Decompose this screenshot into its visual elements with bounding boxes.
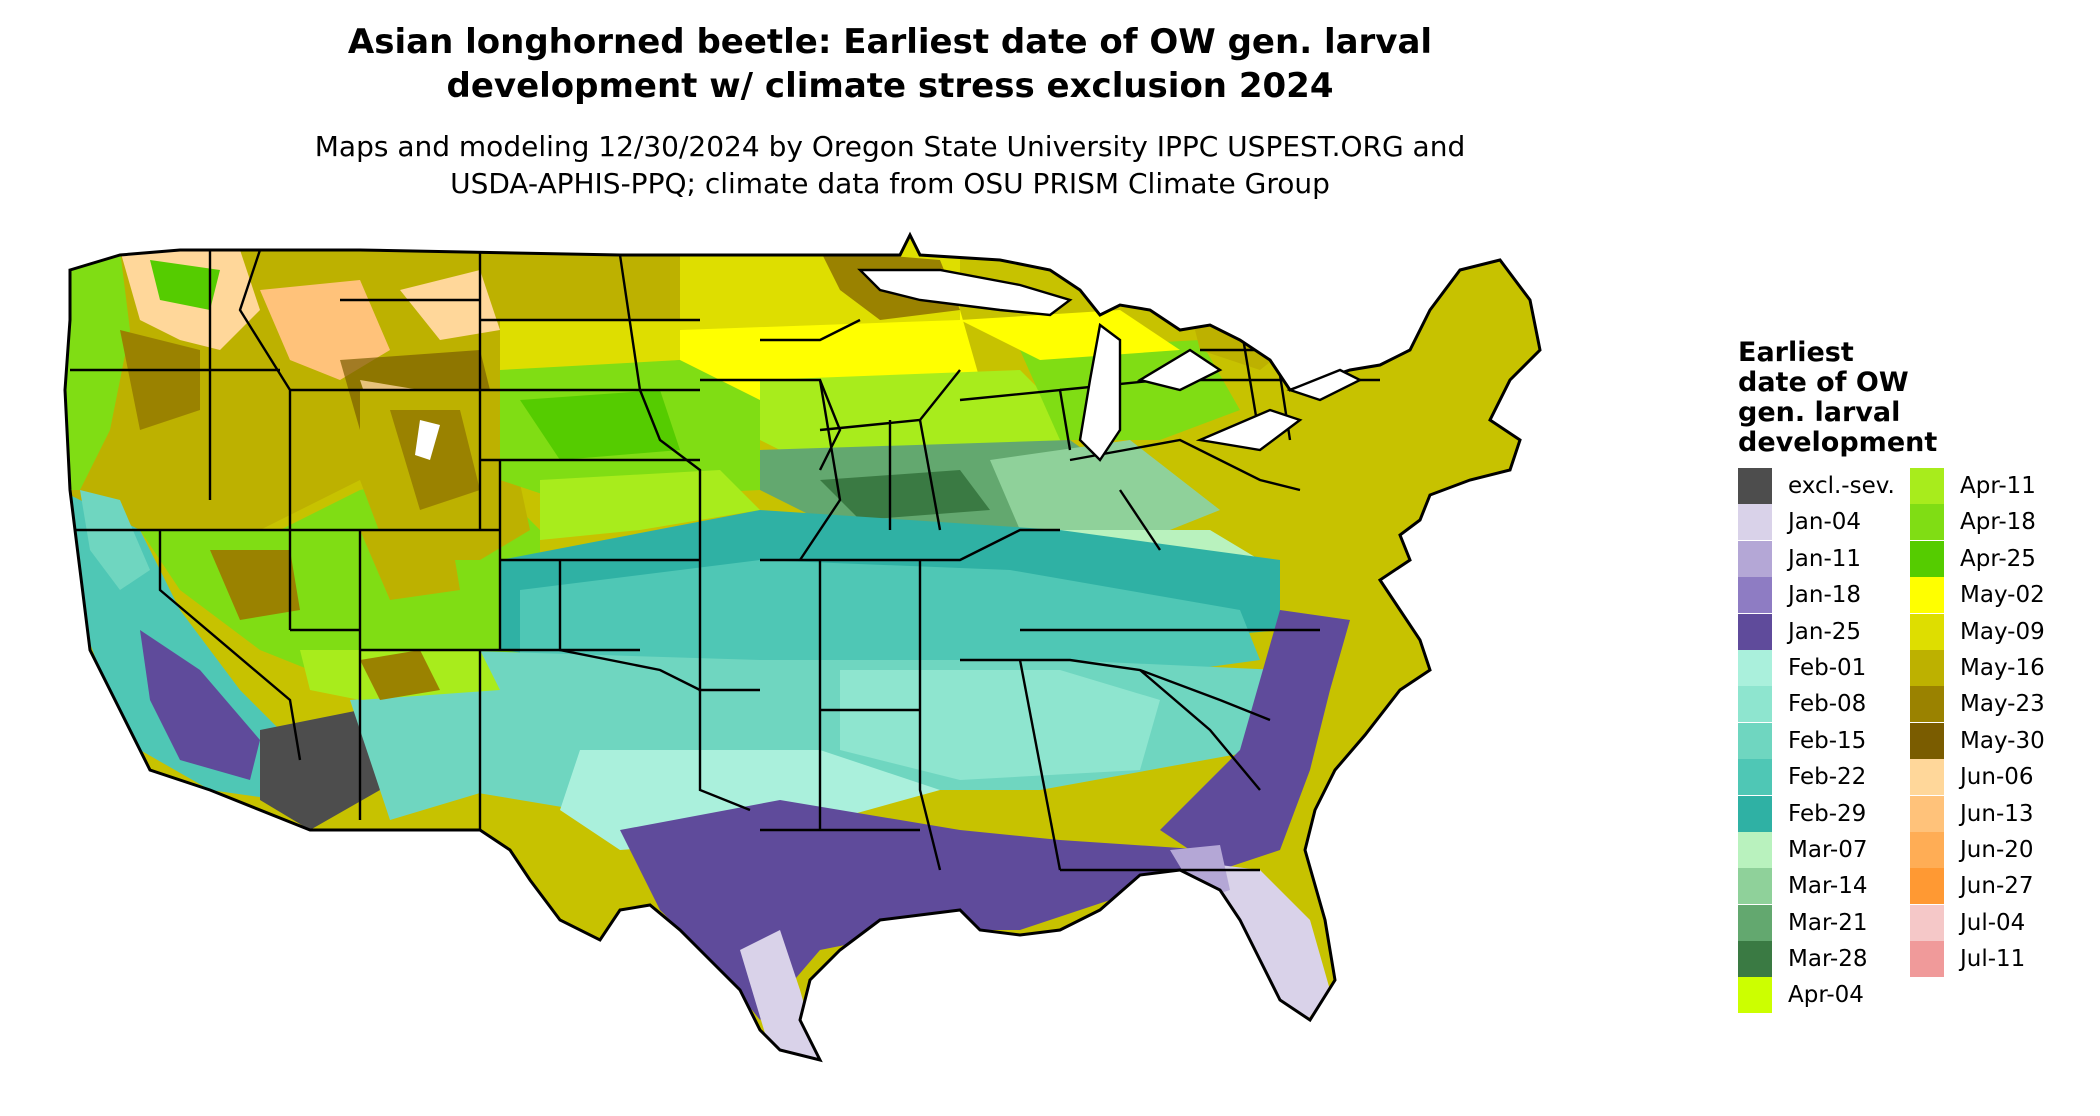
legend-label: Jun-13 — [1960, 800, 2034, 827]
legend-label: Jan-25 — [1788, 618, 1862, 645]
legend-label: May-02 — [1960, 582, 2045, 609]
legend-label: Mar-07 — [1788, 836, 1868, 863]
legend-label: Feb-29 — [1788, 800, 1867, 827]
legend-title-line: date of OW — [1738, 367, 1909, 398]
legend-label: Jan-11 — [1788, 545, 1862, 572]
legend-label: Apr-11 — [1960, 473, 2036, 499]
legend-title: Earliest date of OW gen. larval developm… — [1738, 338, 2088, 458]
legend-label: Apr-04 — [1788, 982, 1864, 1009]
legend-label: Feb-15 — [1788, 727, 1867, 754]
legend-swatch — [1738, 977, 1772, 1014]
legend-label: Jul-04 — [1960, 909, 2026, 936]
legend-label: Feb-01 — [1788, 654, 1867, 681]
legend: Earliest date of OW gen. larval developm… — [1738, 338, 2088, 1014]
legend-swatch — [1910, 795, 1944, 832]
legend-label: Jan-04 — [1788, 509, 1862, 536]
legend-label: Jun-27 — [1960, 873, 2034, 900]
us-map — [60, 230, 1630, 1110]
legend-label: Jul-11 — [1960, 946, 2026, 973]
legend-label: excl.-sev. — [1788, 473, 1895, 499]
legend-title-line: gen. larval — [1738, 397, 1901, 428]
map-subtitle: Maps and modeling 12/30/2024 by Oregon S… — [0, 128, 1780, 202]
legend-title-line: Earliest — [1738, 337, 1854, 368]
legend-swatch — [1910, 540, 1944, 577]
legend-swatch — [1910, 831, 1944, 868]
us-map-svg — [63, 231, 1542, 1063]
legend-swatch — [1738, 904, 1772, 941]
legend-swatch — [1738, 540, 1772, 577]
legend-label: Feb-08 — [1788, 691, 1867, 718]
legend-label: Feb-22 — [1788, 764, 1867, 791]
legend-label: Jan-18 — [1788, 582, 1862, 609]
legend-swatch — [1738, 759, 1772, 796]
legend-swatch — [1910, 613, 1944, 650]
title-line-1: Asian longhorned beetle: Earliest date o… — [347, 22, 1433, 62]
legend-label: Jun-06 — [1960, 764, 2034, 791]
great-lakes — [857, 268, 1363, 462]
legend-label: Jun-20 — [1960, 836, 2034, 863]
legend-label: Mar-14 — [1788, 873, 1868, 900]
legend-swatch — [1910, 577, 1944, 614]
legend-label: May-23 — [1960, 691, 2045, 718]
subtitle-line-1: Maps and modeling 12/30/2024 by Oregon S… — [314, 130, 1466, 163]
legend-swatch — [1738, 941, 1772, 978]
legend-swatch — [1738, 613, 1772, 650]
legend-label: Mar-28 — [1788, 946, 1868, 973]
legend-swatch — [1910, 468, 1944, 504]
state-boundaries — [65, 249, 1380, 872]
legend-swatch — [1738, 686, 1772, 723]
legend-swatch — [1910, 904, 1944, 941]
legend-swatch — [1738, 795, 1772, 832]
subtitle-line-2: USDA-APHIS-PPQ; climate data from OSU PR… — [450, 167, 1330, 200]
legend-label: May-09 — [1960, 618, 2045, 645]
map-title: Asian longhorned beetle: Earliest date o… — [0, 20, 1780, 108]
legend-swatch — [1738, 577, 1772, 614]
legend-swatch — [1910, 649, 1944, 686]
legend-swatch — [1910, 941, 1944, 978]
legend-label: May-30 — [1960, 727, 2045, 754]
legend-swatch — [1910, 868, 1944, 905]
legend-swatch — [1738, 468, 1772, 504]
legend-swatch — [1910, 722, 1944, 759]
legend-swatch — [1738, 504, 1772, 541]
legend-swatch — [1910, 686, 1944, 723]
legend-label: Apr-25 — [1960, 545, 2036, 572]
legend-swatch — [1738, 831, 1772, 868]
legend-swatch — [1738, 868, 1772, 905]
legend-swatch — [1910, 759, 1944, 796]
legend-swatch — [1910, 504, 1944, 541]
legend-title-line: development — [1738, 427, 1938, 458]
legend-swatch — [1738, 722, 1772, 759]
us-outline — [63, 231, 1542, 1063]
legend-label: Apr-18 — [1960, 509, 2036, 536]
legend-swatch — [1738, 649, 1772, 686]
map-raster — [65, 235, 1540, 1060]
legend-label: May-16 — [1960, 654, 2045, 681]
title-line-2: development w/ climate stress exclusion … — [446, 66, 1334, 106]
legend-label: Mar-21 — [1788, 909, 1868, 936]
